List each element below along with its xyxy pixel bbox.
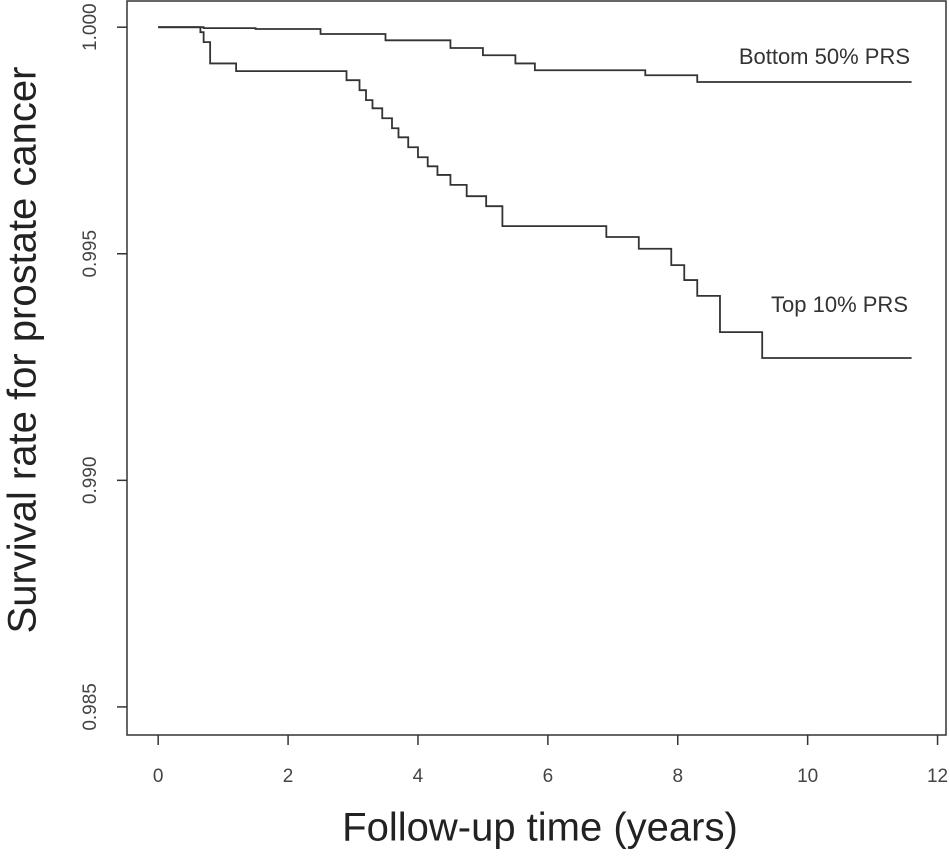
curve-label: Top 10% PRS [771,292,908,317]
y-tick-label: 0.985 [80,683,101,731]
survival-curve [158,26,912,83]
y-tick-label: 0.990 [80,457,101,505]
x-tick-label: 8 [672,766,683,787]
y-tick-label: 0.995 [80,230,101,278]
curve-label: Bottom 50% PRS [739,44,910,69]
x-tick-label: 0 [153,766,164,787]
x-tick-label: 10 [797,766,818,787]
x-axis-title: Follow-up time (years) [342,806,738,850]
survival-curve [158,26,912,359]
x-tick-label: 2 [283,766,294,787]
y-tick-label: 1.000 [80,3,101,51]
x-tick-label: 4 [413,766,424,787]
y-axis-title: Survival rate for prostate cancer [1,67,45,634]
x-tick-label: 6 [543,766,554,787]
x-tick-label: 12 [927,766,948,787]
plot-frame [126,0,947,736]
